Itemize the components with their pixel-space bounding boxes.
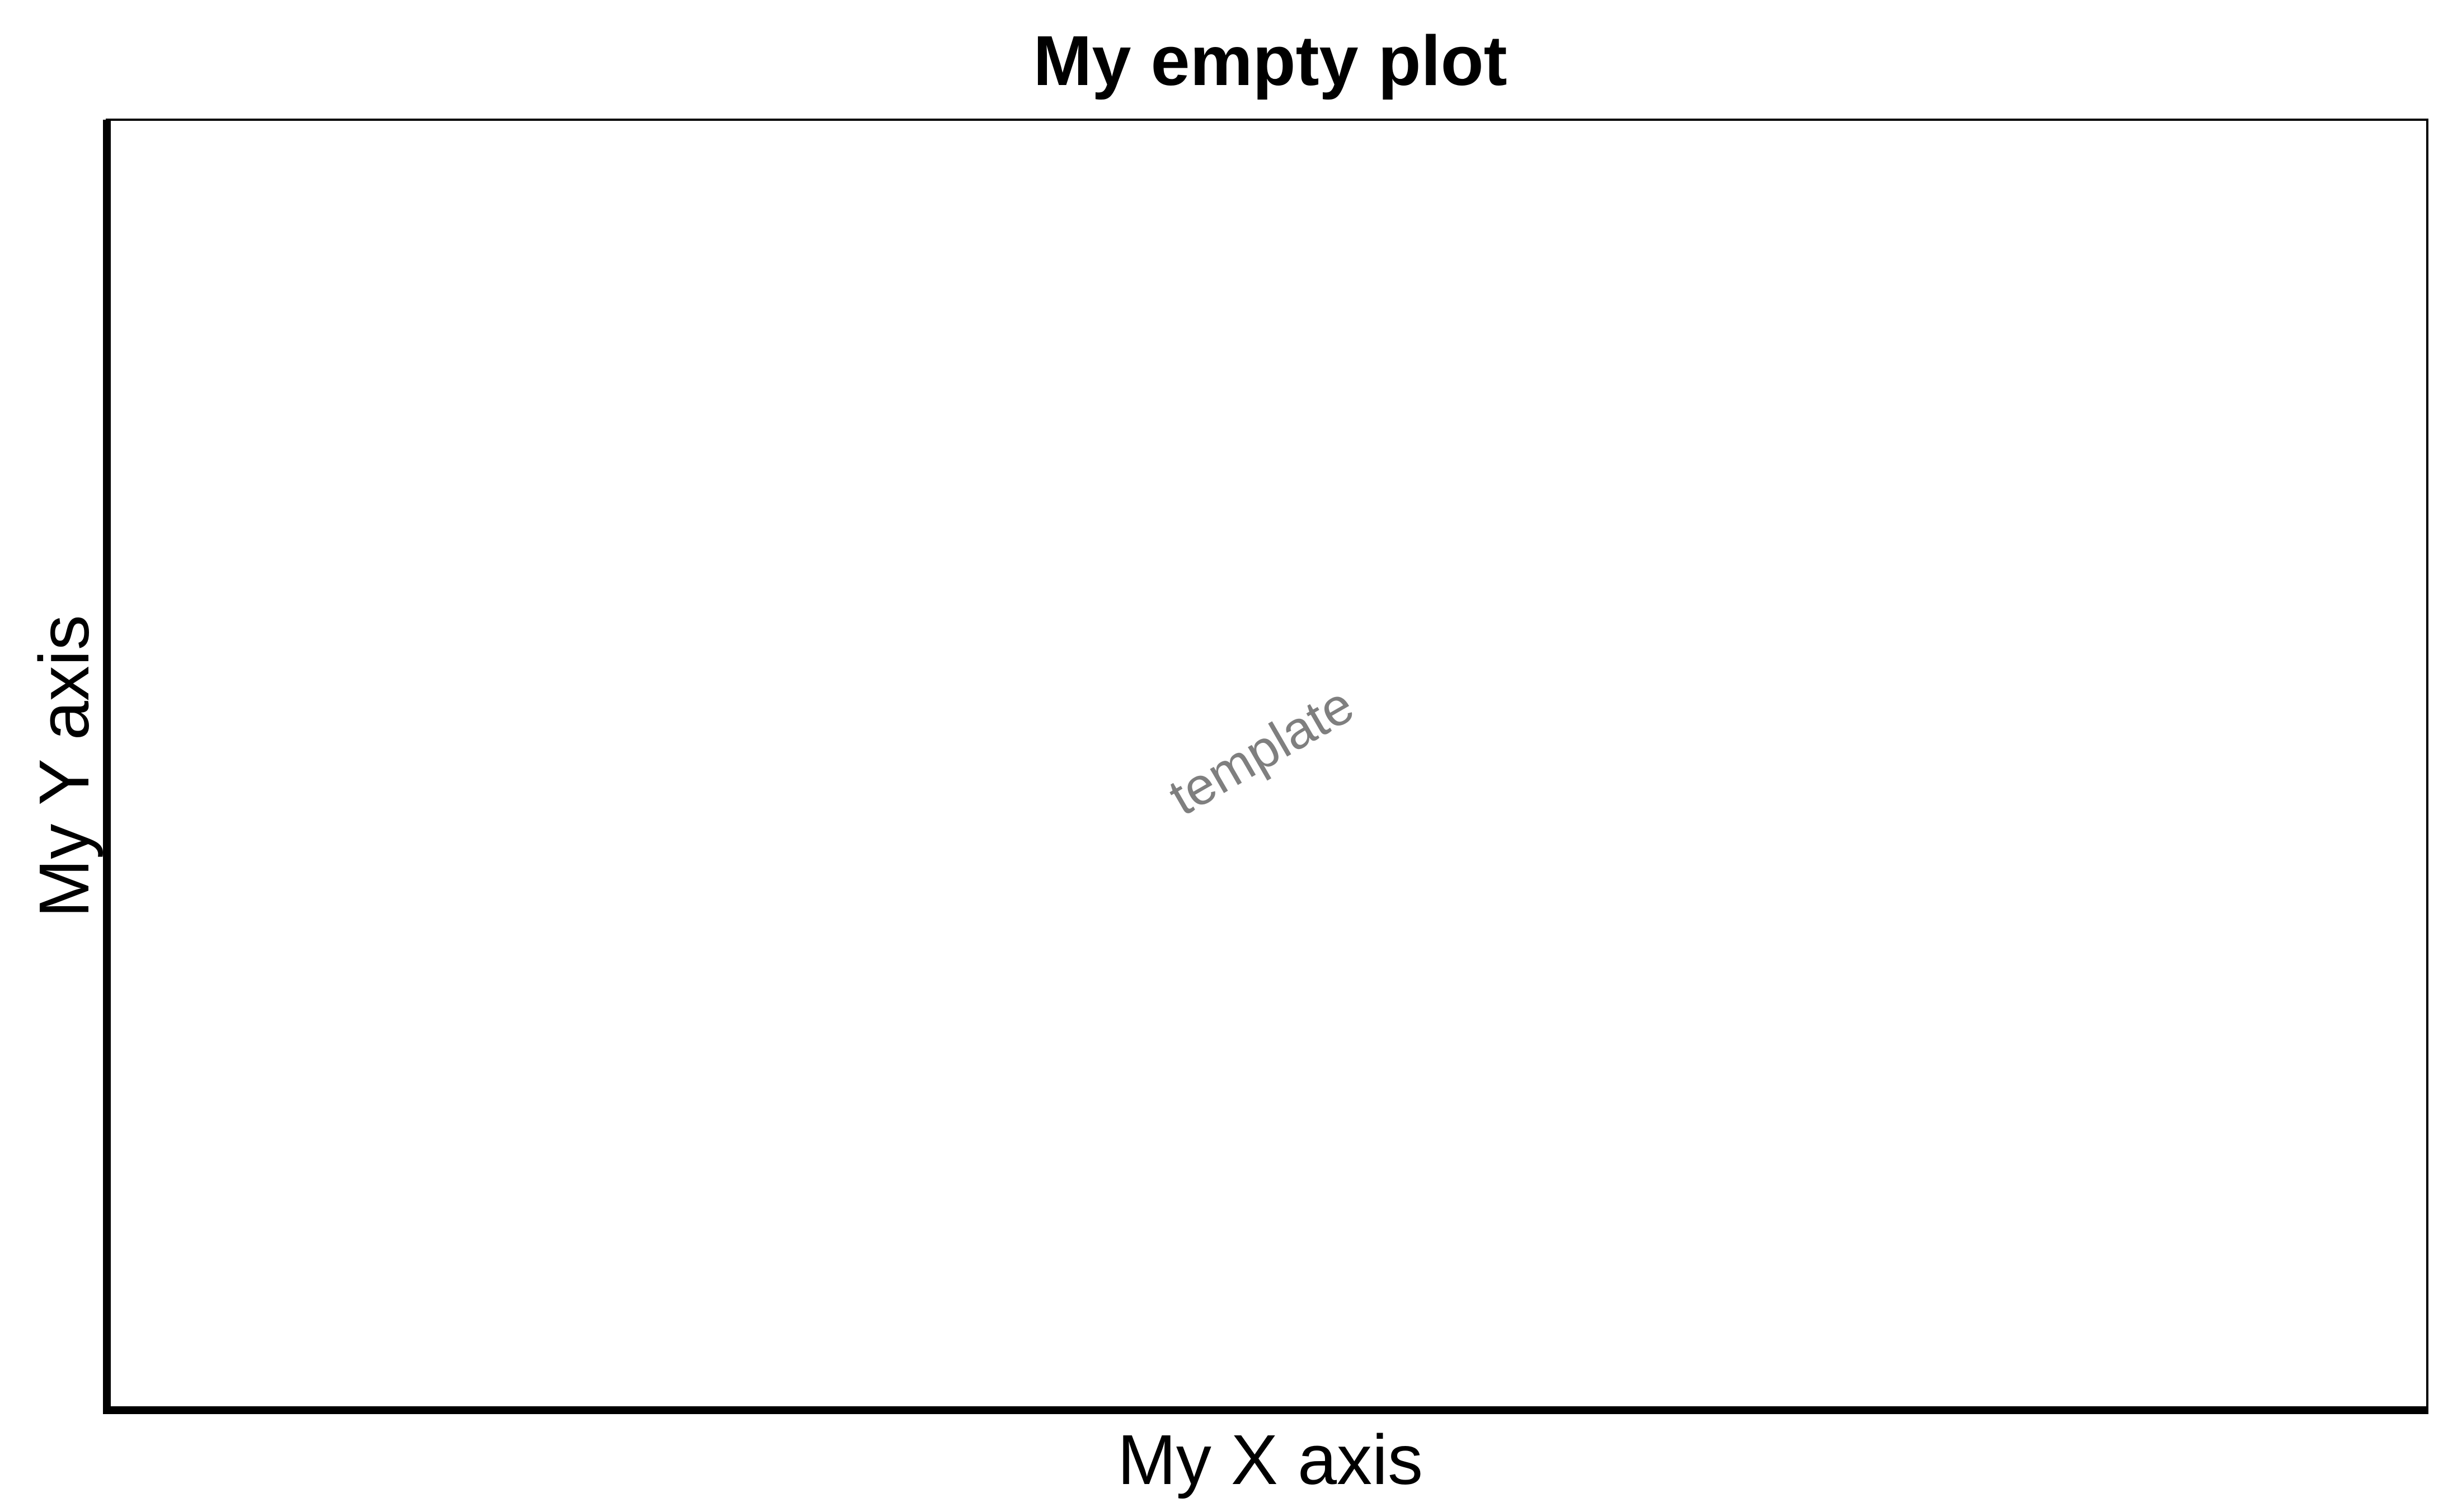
x-axis-label: My X axis bbox=[1117, 1420, 1423, 1499]
chart-title: My empty plot bbox=[1033, 21, 1507, 100]
y-axis-label: My Y axis bbox=[25, 615, 104, 918]
